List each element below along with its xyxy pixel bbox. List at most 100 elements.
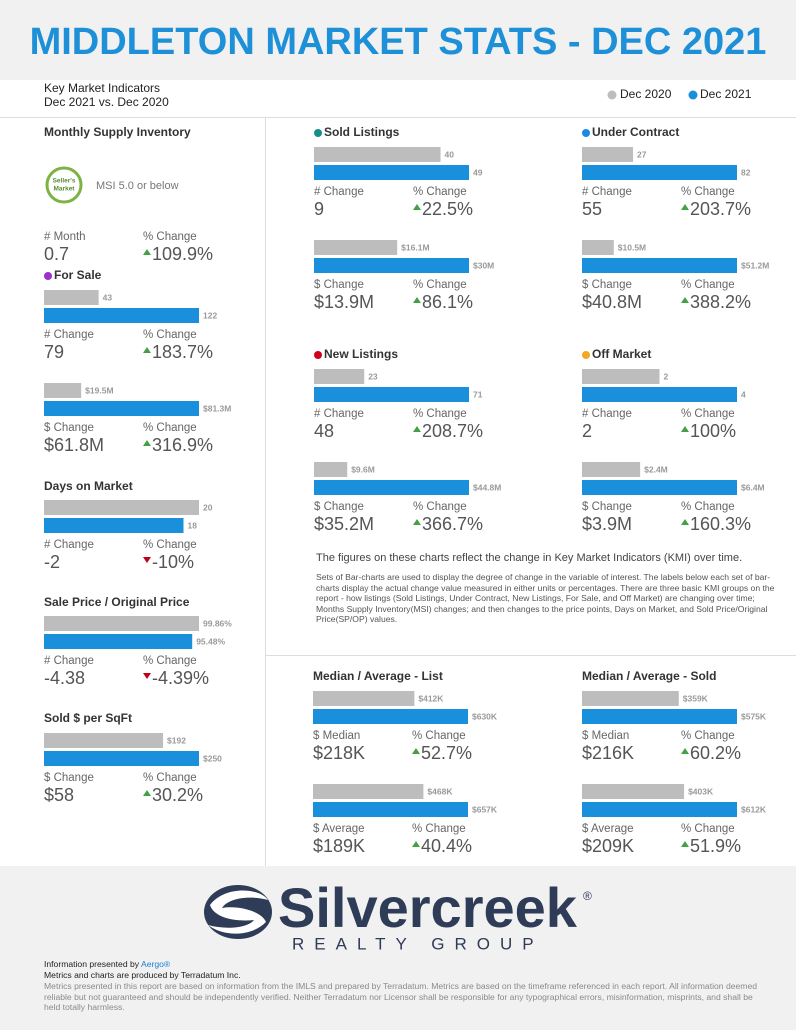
- bar: [314, 480, 469, 495]
- stat-value: $216K: [582, 743, 634, 763]
- bar: [44, 290, 99, 305]
- stat-label: % Change: [413, 408, 467, 420]
- bar: [314, 369, 365, 384]
- bar: [582, 709, 737, 724]
- stat-value: $40.8M: [582, 292, 642, 312]
- legend-swatch: [688, 90, 698, 100]
- stat-value: $13.9M: [314, 292, 374, 312]
- bar-label: $2.4M: [644, 464, 668, 474]
- stat-label: % Change: [681, 730, 735, 742]
- stat-label: $ Average: [313, 823, 365, 835]
- badge-text: Market: [54, 186, 76, 193]
- panel-dot: [314, 351, 322, 359]
- stat-value: $189K: [313, 836, 365, 856]
- bar: [314, 147, 441, 162]
- stat-label: $ Change: [44, 772, 94, 784]
- stat-label: % Change: [412, 823, 466, 835]
- stat-value: $61.8M: [44, 435, 104, 455]
- bar-label: $19.5M: [85, 385, 113, 395]
- trend-down: [143, 673, 151, 679]
- panel-title: Days on Market: [44, 479, 133, 493]
- stat-label: % Change: [143, 329, 197, 341]
- trend-up: [413, 204, 421, 210]
- bar-label: $403K: [688, 786, 714, 796]
- bar: [582, 802, 737, 817]
- bar-label: 71: [473, 389, 483, 399]
- logo-registered: ®: [583, 889, 592, 903]
- bar-label: $250: [203, 753, 222, 763]
- stat-value: 100%: [690, 421, 736, 441]
- stat-label: % Change: [143, 772, 197, 784]
- stat-value: $58: [44, 785, 74, 805]
- stat-value: 160.3%: [690, 514, 751, 534]
- bar-label: 20: [203, 502, 213, 512]
- stat-label: % Change: [143, 539, 197, 551]
- legend-label: Dec 2020: [620, 87, 672, 101]
- trend-up: [413, 426, 421, 432]
- bar: [44, 500, 199, 515]
- stat-value: 30.2%: [152, 785, 203, 805]
- trend-up: [143, 790, 151, 796]
- bar-label: $192: [167, 735, 186, 745]
- panel-title: Median / Average - Sold: [582, 669, 716, 683]
- stat-label: $ Change: [44, 422, 94, 434]
- bar-label: 122: [203, 310, 217, 320]
- stat-value: $218K: [313, 743, 365, 763]
- panel-dot: [44, 272, 52, 280]
- stat-value: 51.9%: [690, 836, 741, 856]
- stat-value: 388.2%: [690, 292, 751, 312]
- stat-label: % Change: [413, 186, 467, 198]
- stat-value: $35.2M: [314, 514, 374, 534]
- stat-value: 48: [314, 421, 334, 441]
- panel-title: For Sale: [54, 268, 102, 282]
- stat-label: $ Median: [313, 730, 360, 742]
- trend-up: [143, 249, 151, 255]
- explanation-text: Sets of Bar-charts are used to display t…: [316, 572, 775, 625]
- footer-line: Information presented by Aergo®: [44, 959, 170, 969]
- bar: [314, 165, 469, 180]
- stat-label: % Change: [143, 422, 197, 434]
- bar: [313, 691, 415, 706]
- stat-value: 183.7%: [152, 342, 213, 362]
- bar: [44, 616, 199, 631]
- panel-title: Sold $ per SqFt: [44, 711, 132, 725]
- bar: [44, 518, 184, 533]
- trend-up: [681, 426, 689, 432]
- trend-up: [681, 204, 689, 210]
- bar-label: 27: [637, 149, 647, 159]
- stat-label: % Change: [143, 231, 197, 243]
- stat-label: % Change: [412, 730, 466, 742]
- trend-up: [412, 748, 420, 754]
- bar-label: $10.5M: [618, 242, 646, 252]
- stat-label: % Change: [413, 501, 467, 513]
- stat-value: 208.7%: [422, 421, 483, 441]
- stat-value: 40.4%: [421, 836, 472, 856]
- stat-label: $ Change: [314, 279, 364, 291]
- footer-link[interactable]: Aergo®: [140, 959, 171, 969]
- bar-label: 4: [741, 389, 746, 399]
- bar-label: 99.86%: [203, 618, 232, 628]
- stat-label: % Change: [681, 408, 735, 420]
- bar-label: $468K: [427, 786, 453, 796]
- stat-value: 109.9%: [152, 244, 213, 264]
- bar-label: $30M: [473, 260, 494, 270]
- bar: [582, 480, 737, 495]
- bar: [582, 369, 660, 384]
- bar: [44, 733, 164, 748]
- footer-disclaimer: Metrics presented in this report are bas…: [44, 981, 758, 1013]
- stat-label: $ Change: [314, 501, 364, 513]
- bar: [582, 240, 614, 255]
- bar-label: 49: [473, 167, 483, 177]
- bar-label: $6.4M: [741, 482, 765, 492]
- bar-label: $657K: [472, 804, 498, 814]
- bar-label: $359K: [683, 693, 709, 703]
- stat-label: # Change: [582, 408, 632, 420]
- legend-swatch: [607, 90, 617, 100]
- stat-value: $209K: [582, 836, 634, 856]
- panel-title: Sold Listings: [324, 125, 400, 139]
- panel-title: Monthly Supply Inventory: [44, 125, 191, 139]
- stat-label: % Change: [143, 655, 197, 667]
- bar: [314, 240, 398, 255]
- logo-name: Silvercreek: [278, 876, 578, 939]
